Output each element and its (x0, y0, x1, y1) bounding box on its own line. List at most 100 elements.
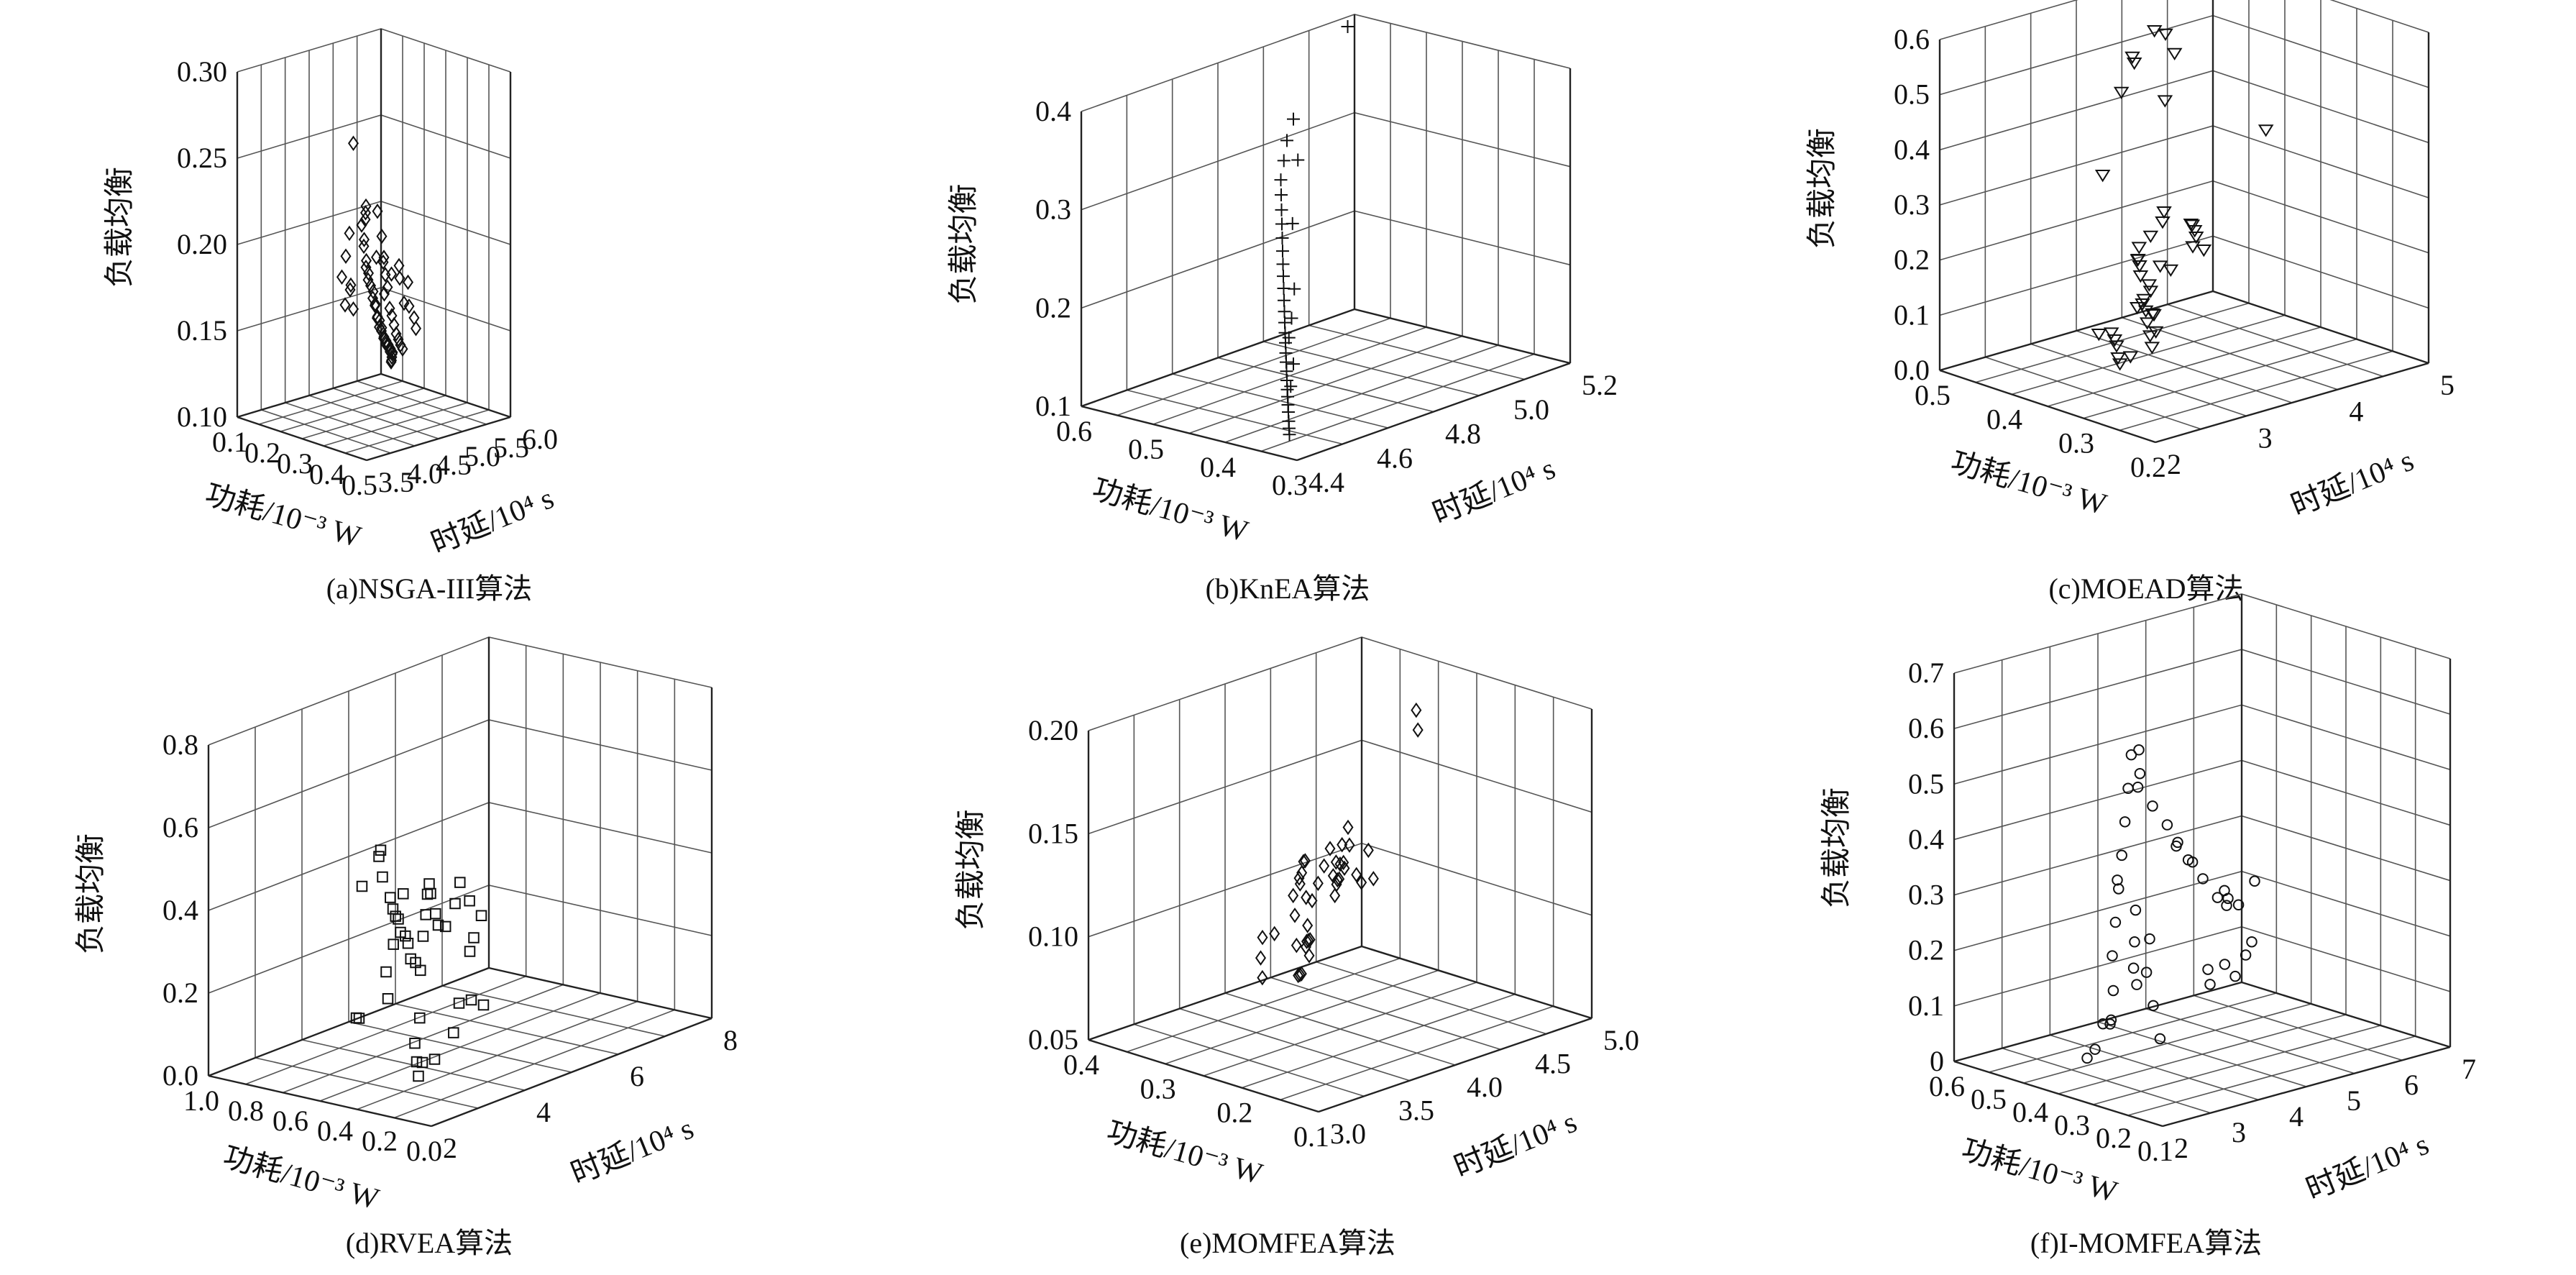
x-tick-label: 4.5 (436, 449, 472, 481)
y-tick-label: 0.6 (1056, 415, 1092, 447)
data-point (2152, 260, 2168, 273)
x-tick-label: 4.4 (1308, 466, 1344, 498)
y-tick-label: 1.0 (183, 1084, 219, 1117)
data-point (1294, 966, 1306, 983)
data-point (1289, 908, 1301, 923)
data-point (411, 1056, 423, 1068)
data-point (1337, 836, 1348, 853)
data-point (1324, 841, 1336, 856)
data-point (1342, 819, 1354, 836)
grid-b (1080, 14, 1572, 462)
data-point (365, 278, 377, 294)
data-point (1274, 173, 1288, 187)
z-tick-label: 0.6 (1908, 712, 1944, 744)
z-tick-label: 0.3 (1894, 188, 1930, 221)
data-point (2112, 874, 2123, 886)
data-point (410, 320, 422, 337)
y-tick-label: 0.3 (2054, 1109, 2090, 1141)
data-point (2157, 95, 2173, 108)
chart-panel-e: 0.05 0.10 0.15 0.20 0.4 0.3 0.2 0.1 3.0 3.5 4.0 4.5… (858, 636, 1717, 1274)
data-point (378, 285, 390, 302)
x-tick-label: 2 (443, 1132, 457, 1164)
data-point (465, 994, 477, 1006)
grid-f (1953, 593, 2452, 1128)
y-tick-label: 0.2 (244, 437, 280, 469)
data-point (416, 1056, 428, 1069)
data-point (1334, 871, 1345, 887)
data-point (2196, 245, 2212, 257)
data-point (1291, 937, 1302, 954)
data-point (367, 290, 379, 306)
data-point (386, 346, 398, 362)
data-point (2107, 334, 2123, 347)
data-point (394, 270, 405, 286)
data-point (359, 205, 372, 221)
y-tick-label: 0.5 (1128, 433, 1164, 465)
z-tick-label: 0.05 (1028, 1023, 1078, 1056)
grid-d (207, 636, 713, 1128)
data-point (2197, 873, 2209, 885)
data-point (428, 1054, 441, 1065)
data-point (1331, 877, 1342, 892)
y-tick-label: 0.2 (2096, 1122, 2132, 1154)
data-point (358, 232, 370, 247)
z-tick-label: 0.15 (177, 314, 227, 347)
data-point (362, 272, 374, 288)
data-point (2127, 962, 2140, 974)
chart-caption-a: (a)NSGA-III算法 (326, 572, 533, 605)
data-point (2134, 767, 2146, 780)
data-point (2125, 749, 2137, 761)
data-point (1299, 853, 1311, 869)
z-tick-label: 0.1 (1908, 990, 1944, 1022)
data-point (377, 254, 389, 270)
data-point (402, 274, 414, 291)
z-tick-label: 0.2 (1894, 244, 1930, 276)
z-tick-label: 0.8 (162, 728, 198, 761)
z-tick-label: 0.10 (1028, 920, 1078, 953)
data-point (2229, 970, 2241, 982)
data-point (2126, 58, 2142, 70)
data-point (2142, 230, 2159, 243)
data-point (421, 888, 434, 900)
data-point (2188, 232, 2204, 245)
data-point (378, 250, 390, 265)
data-point (417, 931, 429, 942)
points-c (2091, 25, 2274, 371)
data-point (1331, 872, 1343, 888)
data-point (1334, 856, 1346, 872)
data-point (2221, 900, 2232, 911)
data-point (384, 301, 395, 316)
z-tick-label: 0.20 (1028, 714, 1078, 746)
x-tick-label: 2 (2174, 1132, 2188, 1164)
x-tick-label: 8 (723, 1024, 738, 1056)
data-point (353, 1013, 365, 1024)
data-point (1303, 948, 1315, 964)
data-point (454, 877, 466, 888)
data-point (339, 297, 351, 313)
data-point (2146, 25, 2163, 38)
data-point (2166, 47, 2183, 60)
y-tick-label: 0.4 (2012, 1096, 2048, 1128)
z-tick-label: 0.6 (1894, 23, 1930, 55)
data-point (1303, 933, 1314, 949)
data-point (449, 897, 461, 910)
data-point (380, 966, 392, 978)
data-point (2142, 285, 2159, 298)
data-point (477, 999, 490, 1011)
data-point (1312, 875, 1324, 892)
data-point (403, 298, 415, 314)
z-axis-label: 负载均衡 (75, 833, 108, 954)
data-point (2232, 899, 2245, 911)
data-point (2202, 964, 2214, 975)
chart-caption-b: (b)KnEA算法 (1205, 572, 1370, 605)
x-tick-label: 5 (2440, 369, 2454, 401)
data-point (1341, 20, 1355, 34)
data-point (2081, 1052, 2093, 1064)
data-point (369, 298, 381, 314)
data-point (1257, 969, 1268, 986)
data-point (2249, 875, 2260, 887)
x-tick-label: 5.0 (1513, 393, 1549, 426)
data-point (1278, 316, 1291, 329)
data-point (2139, 317, 2155, 330)
x-tick-label: 3 (2232, 1116, 2246, 1148)
